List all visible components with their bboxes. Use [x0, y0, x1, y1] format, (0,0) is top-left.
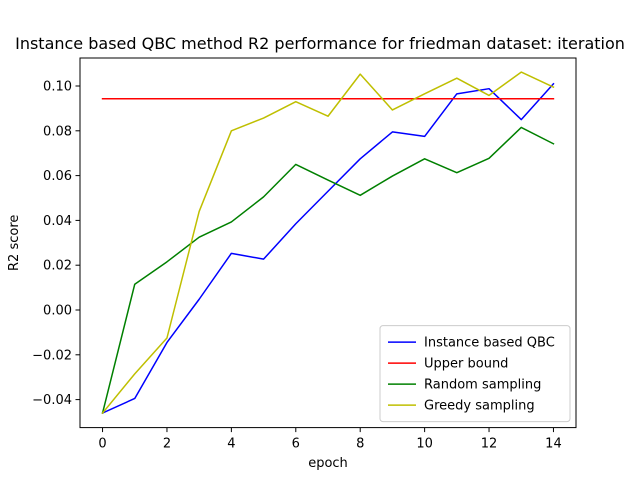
- x-axis: 0 2 4 6 8 10 12 14: [98, 427, 562, 452]
- y-tick-label: 0.06: [43, 169, 72, 184]
- legend-label: Greedy sampling: [424, 399, 535, 414]
- legend-box: [379, 325, 571, 423]
- x-tick-label: 2: [163, 437, 171, 452]
- x-tick-label: 14: [545, 437, 562, 452]
- x-tick-label: 4: [227, 437, 235, 452]
- series-line-greedy-sampling: [101, 71, 555, 415]
- y-axis-label: R2 score: [7, 215, 22, 271]
- legend: Instance based QBC Upper bound Random samp…: [379, 325, 571, 423]
- y-tick-label: −0.04: [32, 393, 72, 408]
- x-tick-label: 0: [98, 437, 106, 452]
- y-tick-label: 0.02: [43, 259, 72, 274]
- y-tick-label: 0.04: [43, 214, 72, 229]
- x-axis-label: epoch: [308, 456, 348, 471]
- y-tick-label: 0.10: [43, 80, 72, 95]
- y-axis: −0.04 −0.02 0.00 0.02 0.04 0.06 0.08 0.10: [32, 80, 80, 408]
- x-tick-label: 6: [292, 437, 300, 452]
- x-tick-label: 8: [356, 437, 364, 452]
- series-line-random-sampling: [101, 126, 555, 414]
- y-tick-label: 0.08: [43, 124, 72, 139]
- x-tick-label: 12: [481, 437, 498, 452]
- x-tick-label: 10: [416, 437, 433, 452]
- series-lines: [101, 71, 555, 415]
- plot-area-frame: [79, 57, 577, 429]
- legend-label: Random sampling: [424, 378, 541, 393]
- y-tick-label: −0.02: [32, 348, 72, 363]
- legend-label: Instance based QBC: [424, 336, 555, 351]
- chart-title: Instance based QBC method R2 performance…: [15, 34, 625, 53]
- y-tick-label: 0.00: [43, 304, 72, 319]
- legend-label: Upper bound: [424, 357, 508, 372]
